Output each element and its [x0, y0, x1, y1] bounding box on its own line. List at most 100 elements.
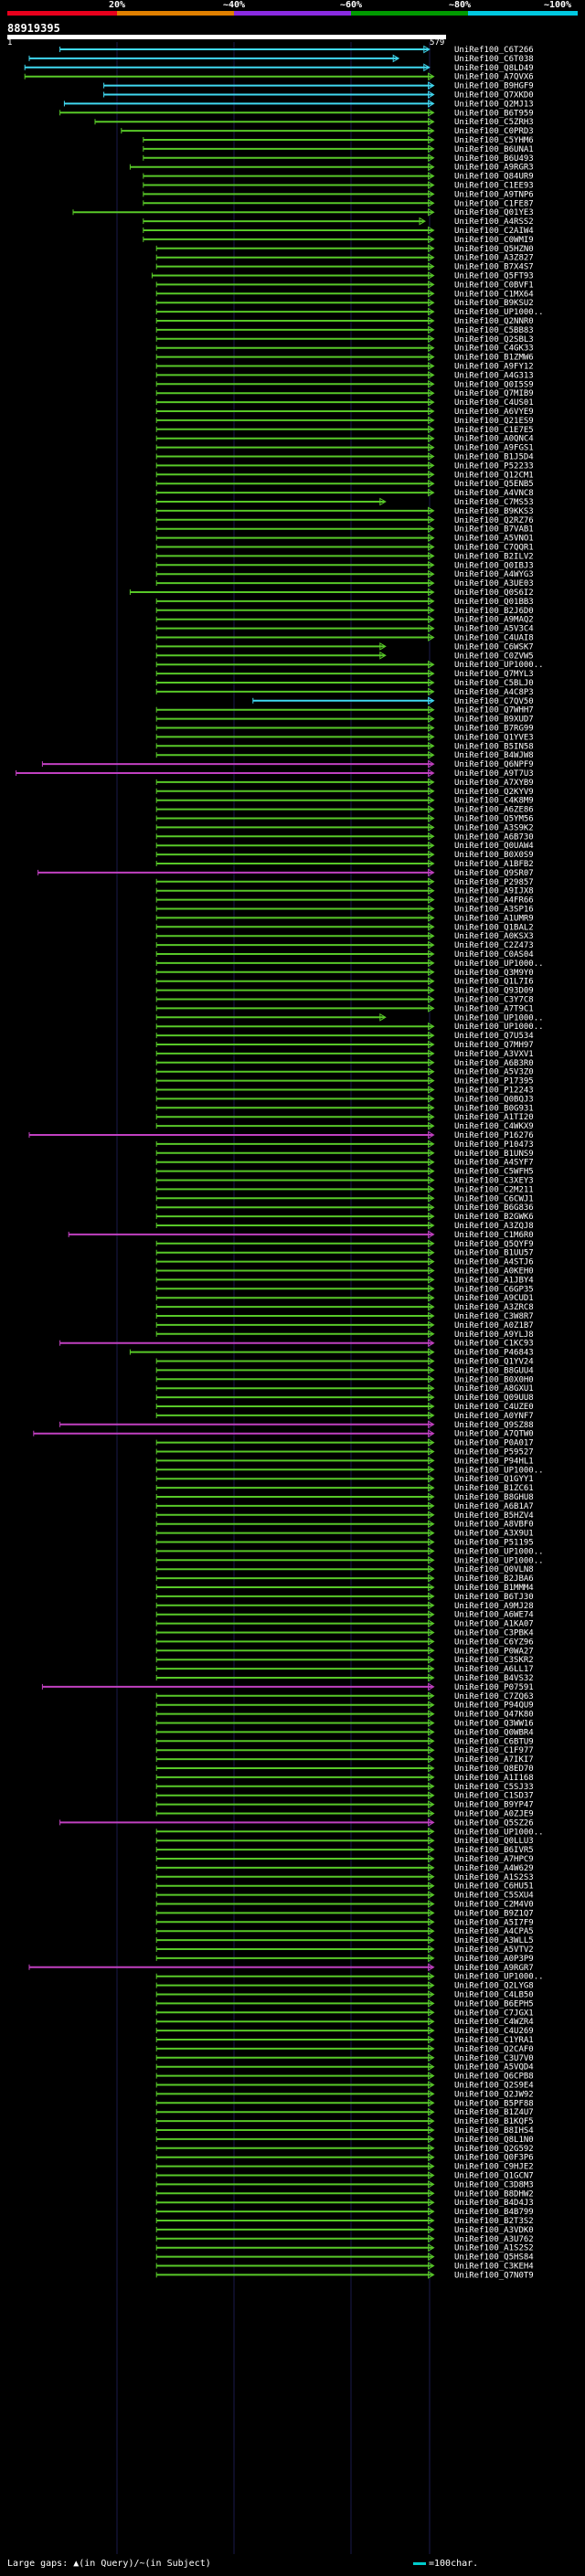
hit-row[interactable]: UniRef100_Q7U534 — [155, 1031, 534, 1041]
hit-row[interactable]: UniRef100_C6T038 — [28, 54, 534, 64]
hit-label[interactable]: UniRef100_P52233 — [454, 461, 534, 471]
hit-label[interactable]: UniRef100_P94HL1 — [454, 1457, 534, 1466]
hit-label[interactable]: UniRef100_C2M4V0 — [454, 1901, 534, 1910]
hit-row[interactable]: UniRef100_Q5QYF9 — [155, 1239, 534, 1249]
hit-row[interactable]: UniRef100_A6LL17 — [155, 1664, 534, 1674]
hit-label[interactable]: UniRef100_A0QNC4 — [454, 435, 534, 444]
hit-row[interactable]: UniRef100_C2M4V0 — [155, 1900, 534, 1910]
hit-row[interactable]: UniRef100_P59527 — [155, 1447, 534, 1458]
hit-label[interactable]: UniRef100_C7QQR1 — [454, 544, 534, 553]
hit-label[interactable]: UniRef100_A3UE03 — [454, 579, 534, 588]
hit-row[interactable]: UniRef100_B6T959 — [59, 108, 534, 118]
hit-label[interactable]: UniRef100_A4VNC8 — [454, 489, 534, 498]
hit-row[interactable]: UniRef100_Q0I5S9 — [155, 379, 534, 389]
hit-row[interactable]: UniRef100_C4WKX9 — [155, 1121, 534, 1131]
hit-label[interactable]: UniRef100_A1UMR9 — [454, 914, 534, 923]
hit-row[interactable]: UniRef100_Q5ENB5 — [155, 479, 534, 489]
hit-label[interactable]: UniRef100_Q01YE3 — [454, 208, 534, 217]
hit-label[interactable]: UniRef100_A7QTW0 — [454, 1430, 534, 1439]
hit-row[interactable]: UniRef100_Q6NPF9 — [41, 759, 534, 769]
hit-label[interactable]: UniRef100_A5VNO1 — [454, 535, 534, 544]
hit-label[interactable]: UniRef100_UP1000.. — [454, 1023, 544, 1032]
hit-row[interactable]: UniRef100_B2GWK6 — [155, 1212, 534, 1222]
hit-label[interactable]: UniRef100_A0KEH0 — [454, 1267, 534, 1277]
hit-label[interactable]: UniRef100_C6YZ96 — [454, 1638, 534, 1647]
hit-label[interactable]: UniRef100_C6T266 — [454, 46, 534, 55]
hit-label[interactable]: UniRef100_A0YNF7 — [454, 1412, 534, 1421]
hit-row[interactable]: UniRef100_C3U7V0 — [155, 2053, 534, 2063]
hit-label[interactable]: UniRef100_A5V3C4 — [454, 625, 534, 634]
hit-label[interactable]: UniRef100_A6VYE9 — [454, 408, 534, 417]
hit-label[interactable]: UniRef100_Q2MJ13 — [454, 100, 534, 109]
hit-label[interactable]: UniRef100_UP1000.. — [454, 1973, 544, 1982]
hit-label[interactable]: UniRef100_B9KSU2 — [454, 299, 534, 308]
hit-label[interactable]: UniRef100_B6TJ30 — [454, 1593, 534, 1602]
hit-row[interactable]: UniRef100_Q7MH97 — [155, 1040, 534, 1050]
hit-row[interactable]: UniRef100_A4WYG3 — [155, 569, 534, 579]
hit-label[interactable]: UniRef100_A5V3Z0 — [454, 1068, 534, 1077]
hit-label[interactable]: UniRef100_C5ZRH3 — [454, 118, 534, 127]
hit-row[interactable]: UniRef100_A9MJ28 — [155, 1601, 534, 1611]
hit-label[interactable]: UniRef100_C1E7E5 — [454, 426, 534, 435]
hit-label[interactable]: UniRef100_C5BLJ0 — [454, 679, 534, 688]
hit-row[interactable]: UniRef100_B4D4J3 — [155, 2198, 534, 2208]
hit-label[interactable]: UniRef100_A3S9K2 — [454, 823, 534, 832]
hit-row[interactable]: UniRef100_A7HPC9 — [155, 1854, 534, 1864]
hit-label[interactable]: UniRef100_A4WYG3 — [454, 570, 534, 579]
hit-row[interactable]: UniRef100_UP1000.. — [155, 1012, 544, 1023]
hit-row[interactable]: UniRef100_A3U762 — [155, 2234, 534, 2244]
hit-row[interactable]: UniRef100_A9YLJ8 — [155, 1330, 534, 1340]
hit-label[interactable]: UniRef100_Q2LYG8 — [454, 1982, 534, 1991]
hit-label[interactable]: UniRef100_C4UZE0 — [454, 1403, 534, 1412]
hit-row[interactable]: UniRef100_A5I7F9 — [155, 1917, 534, 1927]
hit-label[interactable]: UniRef100_C3W8R7 — [454, 1312, 534, 1321]
hit-label[interactable]: UniRef100_B5HZV4 — [454, 1511, 534, 1521]
hit-label[interactable]: UniRef100_Q7N0T9 — [454, 2271, 534, 2280]
hit-row[interactable]: UniRef100_C7MS53 — [155, 497, 534, 507]
hit-label[interactable]: UniRef100_C3PBK4 — [454, 1629, 534, 1638]
hit-row[interactable]: UniRef100_A4C8P3 — [155, 687, 534, 697]
hit-row[interactable]: UniRef100_A9MAQ2 — [155, 615, 534, 625]
hit-row[interactable]: UniRef100_A0ZJE9 — [155, 1809, 534, 1819]
hit-label[interactable]: UniRef100_Q2RZ76 — [454, 516, 534, 525]
hit-label[interactable]: UniRef100_Q9SR07 — [454, 869, 534, 878]
hit-row[interactable]: UniRef100_Q2NNR0 — [155, 316, 534, 326]
hit-label[interactable]: UniRef100_B4D4J3 — [454, 2199, 534, 2208]
hit-row[interactable]: UniRef100_B7VAB1 — [155, 525, 534, 535]
hit-row[interactable]: UniRef100_C5SJ33 — [155, 1782, 534, 1792]
hit-row[interactable]: UniRef100_A7T9C1 — [155, 1004, 534, 1013]
hit-row[interactable]: UniRef100_A0KEH0 — [155, 1267, 534, 1277]
hit-label[interactable]: UniRef100_A7QVX6 — [454, 73, 534, 82]
hit-row[interactable]: UniRef100_A3Z827 — [155, 253, 534, 263]
hit-row[interactable]: UniRef100_Q2G592 — [155, 2144, 534, 2154]
hit-label[interactable]: UniRef100_Q0WBR4 — [454, 1728, 534, 1737]
hit-row[interactable]: UniRef100_Q2RZ76 — [155, 515, 534, 525]
hit-label[interactable]: UniRef100_C0WMI9 — [454, 236, 534, 245]
hit-row[interactable]: UniRef100_A1TI20 — [155, 1112, 534, 1122]
hit-label[interactable]: UniRef100_P07591 — [454, 1683, 534, 1692]
hit-label[interactable]: UniRef100_B9XUD7 — [454, 716, 534, 725]
hit-row[interactable]: UniRef100_C3D8M3 — [155, 2180, 534, 2189]
hit-label[interactable]: UniRef100_A0ZJE9 — [454, 1810, 534, 1819]
hit-label[interactable]: UniRef100_B8DHW2 — [454, 2189, 534, 2199]
hit-label[interactable]: UniRef100_A0Z1B7 — [454, 1321, 534, 1330]
hit-label[interactable]: UniRef100_A9IJX8 — [454, 887, 534, 896]
hit-row[interactable]: UniRef100_P51195 — [155, 1538, 534, 1548]
hit-label[interactable]: UniRef100_A7HPC9 — [454, 1855, 534, 1864]
hit-row[interactable]: UniRef100_B1KQF5 — [155, 2116, 534, 2126]
hit-label[interactable]: UniRef100_A9T7U3 — [454, 769, 534, 779]
hit-row[interactable]: UniRef100_A7IKI7 — [155, 1754, 534, 1765]
hit-row[interactable]: UniRef100_B9KKS3 — [155, 506, 534, 516]
hit-label[interactable]: UniRef100_A9FY12 — [454, 363, 534, 372]
hit-label[interactable]: UniRef100_Q12CM1 — [454, 471, 534, 480]
hit-row[interactable]: UniRef100_B0G931 — [155, 1103, 534, 1113]
hit-row[interactable]: UniRef100_A5VNO1 — [155, 534, 534, 544]
hit-row[interactable]: UniRef100_C7ZQ63 — [155, 1691, 534, 1701]
hit-label[interactable]: UniRef100_B1ZMW6 — [454, 354, 534, 363]
hit-label[interactable]: UniRef100_C6T038 — [454, 55, 534, 64]
hit-label[interactable]: UniRef100_B2J6D0 — [454, 607, 534, 616]
hit-row[interactable]: UniRef100_Q2KYV9 — [155, 787, 534, 797]
hit-row[interactable]: UniRef100_C0ZVW5 — [155, 651, 534, 661]
hit-row[interactable]: UniRef100_C6CWJ1 — [155, 1193, 534, 1203]
hit-row[interactable]: UniRef100_Q0LLU3 — [155, 1836, 534, 1846]
